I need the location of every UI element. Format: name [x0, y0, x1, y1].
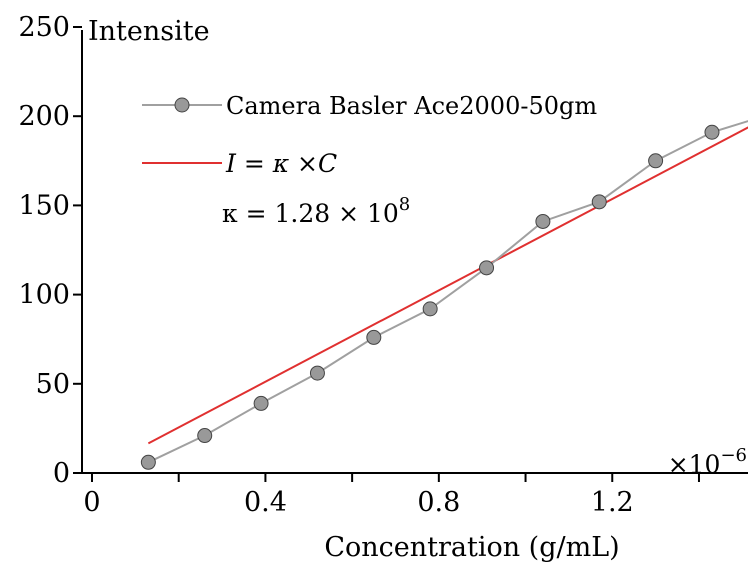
annotation-kappa-prefix: κ = 1.28 × 10: [222, 199, 399, 228]
x-tick-label: 1.2: [591, 487, 634, 518]
x-tick-label: 0.4: [244, 487, 287, 518]
camera-point: [535, 213, 551, 229]
x-tick-label: 0: [83, 487, 100, 518]
legend-label-fit: I = κ ×C: [225, 149, 337, 178]
camera-point: [253, 395, 269, 411]
legend: Camera Basler Ace2000-50gm I = κ ×C κ = …: [142, 92, 597, 228]
x-multiplier: ×10−6: [668, 445, 747, 479]
y-tick-label: 50: [36, 369, 70, 400]
y-tick-label: 200: [18, 101, 70, 132]
x-tick-label: 0.8: [417, 487, 460, 518]
y-axis-title: Intensite: [88, 16, 210, 47]
camera-point: [309, 365, 325, 381]
legend-marker-camera: [174, 97, 190, 113]
camera-point: [704, 124, 720, 140]
y-tick-label: 100: [18, 280, 70, 311]
camera-point: [648, 153, 664, 169]
x-multiplier-base: ×10: [668, 450, 721, 479]
legend-label-camera: Camera Basler Ace2000-50gm: [226, 92, 597, 120]
annotation-kappa: κ = 1.28 × 108: [222, 194, 410, 228]
camera-point: [479, 260, 495, 276]
camera-point: [140, 454, 156, 470]
fit-line: [147, 126, 748, 445]
x-multiplier-exp: −6: [720, 445, 747, 466]
camera-point: [591, 194, 607, 210]
x-axis-title: Concentration (g/mL): [324, 532, 619, 563]
axes: [81, 30, 748, 474]
y-tick-label: 0: [53, 458, 70, 489]
camera-point: [366, 329, 382, 345]
y-tick-label: 150: [18, 190, 70, 221]
annotation-kappa-exp: 8: [399, 194, 410, 215]
y-ticks: 0 50 100 150 200 250: [18, 12, 82, 489]
camera-point: [422, 301, 438, 317]
camera-line: [147, 120, 748, 464]
series-layer: [140, 120, 748, 470]
x-ticks: 0 0.4 0.8 1.2: [83, 473, 700, 518]
camera-point: [197, 428, 213, 444]
y-tick-label: 250: [18, 12, 70, 43]
